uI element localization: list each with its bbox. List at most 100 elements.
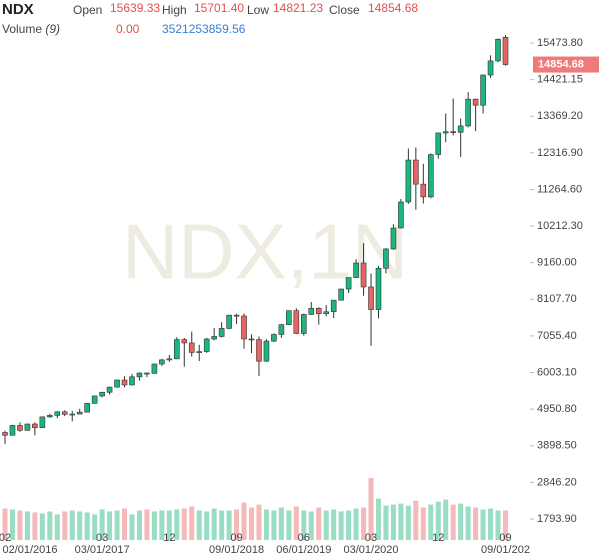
- y-tick-label: 11264.60: [537, 183, 582, 195]
- candle-body: [345, 277, 352, 290]
- candle-body: [271, 334, 277, 342]
- volume-bar: [241, 502, 247, 540]
- volume-bar: [361, 507, 367, 540]
- x-tick-label: 09: [230, 532, 242, 544]
- volume-bar: [54, 514, 60, 540]
- volume-bar: [488, 508, 494, 540]
- x-tick-label: 03: [365, 532, 377, 544]
- volume-bar: [84, 512, 90, 540]
- candle-body: [480, 74, 486, 106]
- volume-bar: [256, 504, 262, 540]
- volume-bar: [196, 510, 202, 540]
- high-label: High: [162, 3, 187, 17]
- candle-body: [427, 154, 434, 198]
- volume-bar: [443, 499, 449, 540]
- candle-body: [233, 314, 240, 317]
- y-tick-label: 2846.20: [537, 476, 577, 488]
- open-value: 15639.33: [110, 1, 161, 15]
- candle-body: [32, 423, 38, 429]
- volume-bar: [405, 505, 411, 540]
- candle-body: [129, 376, 135, 386]
- candle-body: [308, 308, 315, 315]
- volume-bar: [263, 509, 269, 540]
- volume-bar: [174, 509, 180, 540]
- volume-bar: [129, 514, 135, 540]
- volume-bar: [301, 510, 307, 540]
- volume-bar: [166, 510, 172, 540]
- candle-body: [174, 339, 180, 360]
- x-date-label: 03/01/2017: [75, 544, 130, 556]
- candle-body: [84, 403, 90, 413]
- candle-body: [435, 132, 442, 155]
- volume-bar: [346, 510, 352, 540]
- candle-body: [442, 131, 449, 134]
- y-tick-label: 12316.90: [537, 147, 583, 159]
- volume-bar: [308, 511, 314, 540]
- candle-body: [181, 339, 188, 344]
- x-date-label: 02/01/2016: [2, 544, 57, 556]
- volume-bar: [211, 508, 217, 540]
- volume-bar: [413, 500, 419, 540]
- candle-body: [106, 386, 113, 393]
- candle-body: [323, 311, 330, 315]
- volume-bar: [420, 507, 426, 540]
- volume-bar: [114, 510, 120, 540]
- volume-bar: [151, 511, 157, 540]
- candle-body: [54, 411, 61, 416]
- volume-bar: [331, 509, 337, 540]
- x-date-label: 03/01/2020: [343, 544, 398, 556]
- y-tick-label: 14421.15: [537, 74, 583, 86]
- candle-body: [218, 328, 225, 337]
- volume-bar: [39, 513, 45, 540]
- volume-label-text: Volume: [2, 22, 43, 36]
- volume-bar: [502, 510, 508, 540]
- volume-bar: [189, 506, 195, 540]
- x-tick-label: 12: [432, 532, 444, 544]
- volume-ma-value: 3521253859.56: [162, 22, 246, 36]
- volume-bar: [144, 509, 150, 540]
- close-value: 14854.68: [368, 1, 419, 15]
- y-tick-label: 9160.00: [537, 257, 577, 269]
- volume-bar: [77, 511, 83, 540]
- candle-body: [420, 183, 427, 198]
- volume-bar: [316, 507, 322, 540]
- candle-body: [502, 36, 509, 65]
- open-label: Open: [73, 3, 103, 17]
- y-tick-label: 3898.50: [537, 440, 577, 452]
- candle-body: [465, 98, 471, 127]
- volume-bar: [24, 511, 30, 540]
- candle-body: [61, 411, 68, 415]
- candle-body: [91, 395, 98, 404]
- candle-body: [286, 310, 292, 325]
- y-tick-label: 8107.70: [537, 293, 577, 305]
- x-tick-label: 03: [96, 532, 108, 544]
- volume-bar: [271, 510, 277, 540]
- close-label: Close: [329, 3, 360, 17]
- candle-body: [69, 413, 76, 416]
- low-label: Low: [247, 3, 270, 17]
- volume-bar: [450, 504, 456, 540]
- candle-body: [76, 411, 83, 415]
- volume-bar: [376, 498, 381, 540]
- candle-body: [375, 267, 382, 310]
- candle-body: [457, 125, 464, 133]
- volume-bar: [2, 508, 8, 540]
- candle-body: [114, 379, 120, 388]
- candle-body: [151, 363, 158, 374]
- candle-body: [47, 415, 53, 418]
- x-tick-label: 12: [163, 532, 175, 544]
- volume-bar: [136, 510, 142, 540]
- volume-bar: [204, 511, 210, 540]
- volume-bar: [435, 501, 441, 540]
- candle-body: [39, 416, 46, 429]
- volume-bar: [107, 511, 113, 540]
- candle-body: [398, 201, 404, 229]
- candle-body: [17, 425, 23, 431]
- candle-body: [196, 351, 203, 353]
- volume-bar: [62, 511, 68, 540]
- volume-period: (9): [45, 22, 61, 36]
- high-value: 15701.40: [194, 1, 245, 15]
- symbol: NDX: [2, 1, 34, 18]
- candle-body: [2, 432, 8, 436]
